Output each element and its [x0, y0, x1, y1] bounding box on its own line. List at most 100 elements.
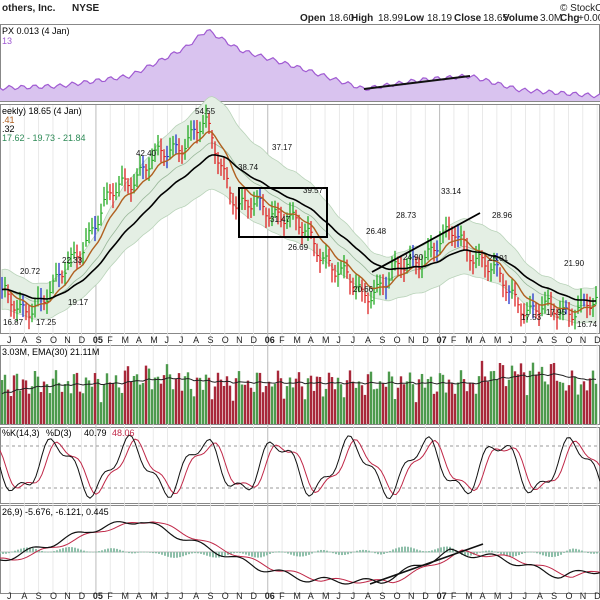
macd-histogram-bar [149, 552, 151, 553]
month-tick-label: 07 [437, 591, 447, 600]
macd-histogram-bar [434, 549, 436, 553]
volume-bar [504, 386, 508, 424]
volume-bar [237, 371, 241, 424]
macd-histogram-bar [338, 552, 340, 555]
macd-histogram-bar [167, 552, 169, 557]
volume-bar [561, 382, 565, 424]
volume-bar [327, 372, 331, 424]
month-tick-label: J [351, 335, 356, 345]
price-label: 24.90 [403, 253, 424, 262]
volume-bar [378, 381, 382, 424]
macd-histogram-bar [35, 548, 37, 553]
volume-bar [300, 386, 304, 424]
month-tick-label: M [494, 335, 502, 345]
macd-histogram-bar [317, 550, 319, 553]
macd-histogram [0, 546, 600, 558]
macd-histogram-bar [392, 549, 394, 553]
volume-bar [249, 387, 253, 424]
macd-histogram-bar [512, 552, 514, 557]
volume-bar [321, 396, 325, 424]
volume-bar [207, 377, 211, 424]
volume-bar [153, 377, 157, 424]
macd-histogram-bar [284, 552, 286, 553]
month-tick-label: J [7, 335, 12, 345]
macd-histogram-bar [62, 548, 64, 553]
macd-histogram-bar [113, 548, 115, 553]
macd-histogram-bar [164, 552, 166, 556]
macd-histogram-bar [560, 552, 562, 555]
macd-histogram-bar [119, 549, 121, 553]
volume-bar [282, 398, 286, 424]
month-tick-label: S [551, 591, 557, 600]
macd-signal-line [0, 521, 600, 584]
volume-bar [48, 393, 52, 424]
volume-bar [147, 368, 151, 424]
volume-bar [348, 370, 352, 424]
month-tick-label: F [451, 591, 457, 600]
volume-bar [258, 372, 262, 424]
volume-bar [531, 362, 535, 424]
volume-bar [516, 374, 520, 424]
volume-bar [84, 377, 88, 424]
month-tick-label: F [279, 591, 285, 600]
chart-header: others, Inc. NYSE Open 18.60 High 18.99 … [2, 3, 600, 24]
stoch-k-value: 40.79 [84, 428, 107, 438]
bollinger-band [1, 96, 597, 324]
month-tick-label: J [523, 591, 528, 600]
volume-bar [435, 391, 439, 424]
volume-bar [453, 393, 457, 424]
month-tick-label: O [222, 335, 229, 345]
month-tick-label: S [36, 591, 42, 600]
volume-bar [372, 389, 376, 424]
price-trendline [371, 212, 481, 273]
volume-bar [417, 379, 421, 424]
month-tick-label: O [222, 591, 229, 600]
macd-histogram-bar [83, 550, 85, 553]
macd-histogram-bar [479, 552, 481, 553]
macd-histogram-bar [230, 552, 232, 554]
month-tick-label: S [207, 335, 213, 345]
macd-histogram-bar [596, 552, 598, 554]
macd-histogram-bar [503, 552, 505, 556]
ema-short [1, 130, 597, 314]
macd-label: 26,9) -5.676, -6.121, 0.445 [2, 507, 109, 517]
volume-bar [456, 382, 460, 424]
volume-bar [87, 380, 91, 424]
macd-histogram-bar [59, 549, 61, 553]
volume-bar [369, 371, 373, 424]
volume-bar [168, 374, 172, 424]
volume-bar [93, 373, 97, 424]
macd-histogram-bar [548, 552, 550, 557]
macd-histogram-bar [14, 550, 16, 553]
volume-bar [102, 384, 106, 424]
macd-histogram-bar [443, 546, 445, 553]
stoch-label-d: %D(3) [46, 428, 72, 438]
volume-bar [588, 378, 592, 424]
month-tick-label: A [136, 591, 142, 600]
volume-bar [594, 383, 598, 424]
volume-bar [78, 391, 82, 424]
month-tick-label: A [308, 591, 314, 600]
bollinger-value: 17.62 - 19.73 - 21.84 [2, 133, 86, 143]
macd-histogram-bar [245, 552, 247, 555]
volume-bar [462, 379, 466, 424]
volume-bar [42, 381, 46, 424]
volume-bar [558, 381, 562, 424]
volume-bar [381, 383, 385, 424]
macd-histogram-bar [416, 549, 418, 553]
macd-histogram-bar [311, 552, 313, 554]
macd-histogram-bar [467, 552, 469, 556]
month-tick-label: M [465, 335, 473, 345]
macd-histogram-bar [296, 552, 298, 557]
price-annotations: 16.87 20.72 17.25 22.33 19.17 42.40 54.55 38.74… [3, 107, 598, 329]
macd-histogram-bar [224, 552, 226, 556]
macd-histogram-bar [566, 550, 568, 553]
month-tick-label: J [508, 335, 513, 345]
volume-bar [192, 396, 196, 424]
volume-bar [387, 371, 391, 424]
volume-bar [99, 402, 103, 424]
macd-histogram-bar [86, 551, 88, 553]
bottom-month-axis: J A S O N D 05 F M A M J J A S O N D 06 F M A M J J A S O N D 07 F M A M J J… [7, 591, 600, 600]
volume-bar [51, 378, 55, 424]
volume-bar [210, 399, 214, 424]
